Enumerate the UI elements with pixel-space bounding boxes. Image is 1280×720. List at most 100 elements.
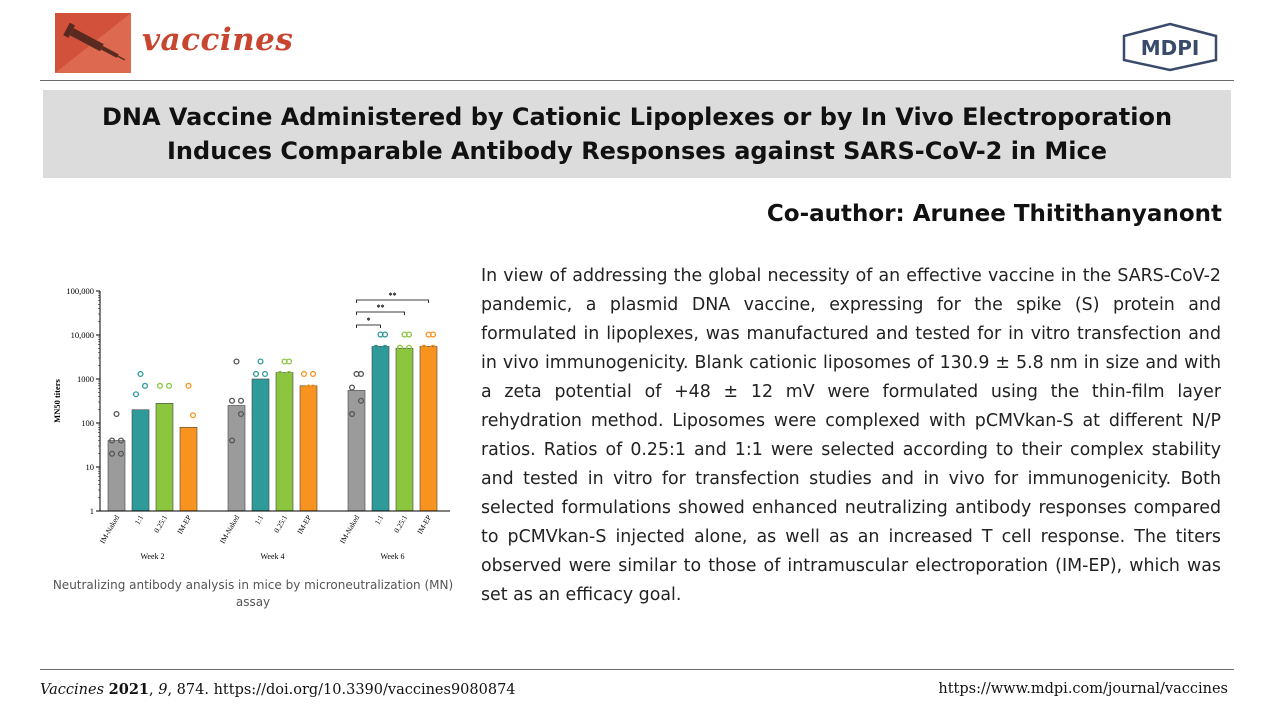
significance-label: **	[389, 291, 397, 300]
bar	[371, 346, 390, 512]
journal-url[interactable]: https://www.mdpi.com/journal/vaccines	[938, 681, 1228, 697]
syringe-icon	[55, 13, 131, 73]
data-point	[300, 370, 308, 378]
data-point	[156, 426, 164, 433]
data-point	[429, 344, 437, 351]
coauthor-line: Co-author: Arunee Thitithanyanont	[766, 201, 1222, 227]
data-point	[180, 463, 188, 471]
data-point	[305, 384, 312, 391]
journal-logo	[55, 13, 131, 73]
data-point	[353, 370, 360, 378]
citation: Vaccines 2021, 9, 874. https://doi.org/1…	[40, 681, 516, 698]
data-point	[348, 410, 356, 418]
data-point	[185, 382, 192, 389]
data-point	[405, 344, 413, 351]
data-point	[276, 370, 284, 378]
x-tick-label: IM-EP	[175, 514, 193, 536]
y-tick-label: 10,000	[71, 330, 94, 340]
group-label: Week 2	[140, 552, 164, 561]
x-tick-label: 1:1	[253, 513, 266, 526]
data-point	[189, 412, 197, 419]
group-label: Week 6	[380, 552, 404, 561]
data-point	[180, 433, 188, 440]
bar	[347, 390, 366, 512]
citation-page: 874.	[176, 682, 209, 698]
data-point	[108, 450, 116, 457]
data-point	[309, 370, 317, 378]
x-tick-label: IM-EP	[415, 514, 433, 536]
bar	[155, 403, 174, 512]
data-point	[132, 391, 140, 398]
data-point	[401, 331, 408, 338]
x-tick-label: 1:1	[373, 513, 386, 526]
data-point	[420, 344, 428, 351]
data-point	[357, 397, 365, 404]
x-tick-label: 0.25:1	[272, 513, 289, 534]
bar	[419, 346, 438, 512]
y-tick-label: 1	[90, 506, 94, 516]
data-point	[237, 410, 245, 418]
data-point	[257, 358, 264, 365]
x-tick-label: IM-EP	[295, 514, 313, 536]
publisher-logo: MDPI	[1120, 22, 1220, 76]
data-point	[425, 331, 432, 338]
data-point	[113, 410, 120, 418]
data-point	[252, 370, 260, 378]
significance-bracket	[356, 324, 381, 328]
data-point	[261, 384, 269, 391]
data-point	[276, 384, 284, 391]
data-point	[381, 344, 389, 351]
doi-link[interactable]: https://doi.org/10.3390/vaccines9080874	[213, 682, 516, 698]
data-point	[285, 370, 293, 378]
data-point	[189, 446, 197, 453]
data-point	[137, 370, 144, 378]
significance-label: **	[377, 303, 385, 312]
x-tick-label: 0.25:1	[392, 513, 409, 534]
antibody-titer-chart: 1 10 100 1000 10,000 100,000 MN50 titers IM-Nak…	[52, 286, 450, 561]
data-point	[161, 410, 168, 418]
data-point	[261, 370, 269, 378]
x-tick-label: 0.25:1	[152, 513, 169, 534]
citation-journal: Vaccines	[40, 682, 105, 698]
y-tick-label: 100	[81, 418, 94, 428]
data-point	[348, 384, 356, 391]
data-point	[300, 397, 308, 404]
data-point	[281, 358, 288, 365]
data-point	[108, 437, 116, 444]
bar	[299, 385, 318, 512]
y-tick-label: 10	[86, 462, 95, 472]
data-point	[372, 370, 380, 378]
x-tick-label: 1:1	[133, 513, 146, 526]
data-point	[396, 344, 404, 351]
title-band: DNA Vaccine Administered by Cationic Lip…	[43, 90, 1231, 178]
bar	[227, 405, 246, 512]
data-point	[228, 397, 236, 404]
significance-bracket	[356, 311, 405, 315]
footer-divider	[40, 669, 1234, 670]
figure-caption: Neutralizing antibody analysis in mice b…	[52, 578, 454, 609]
abstract-text: In view of addressing the global necessi…	[481, 266, 1221, 605]
data-point	[132, 463, 140, 471]
data-point	[372, 344, 380, 351]
data-point	[117, 450, 125, 457]
x-tick-label: IM-Naked	[338, 513, 362, 545]
data-point	[252, 410, 260, 418]
bar	[251, 378, 270, 512]
y-tick-label: 100,000	[66, 286, 94, 296]
mdpi-logo-text: MDPI	[1141, 36, 1200, 60]
journal-name: vaccines	[142, 22, 294, 58]
data-point	[237, 397, 245, 404]
data-point	[141, 382, 149, 389]
citation-year: 2021	[108, 681, 149, 698]
data-point	[156, 382, 164, 389]
data-point	[233, 358, 240, 365]
data-point	[377, 331, 384, 338]
x-tick-label: IM-Naked	[98, 513, 122, 545]
article-title: DNA Vaccine Administered by Cationic Lip…	[101, 103, 1173, 165]
bar	[275, 372, 294, 512]
bar	[131, 409, 150, 512]
data-point	[141, 410, 149, 418]
citation-volume: 9	[158, 682, 168, 698]
data-point	[228, 437, 236, 444]
group-label: Week 4	[260, 552, 284, 561]
